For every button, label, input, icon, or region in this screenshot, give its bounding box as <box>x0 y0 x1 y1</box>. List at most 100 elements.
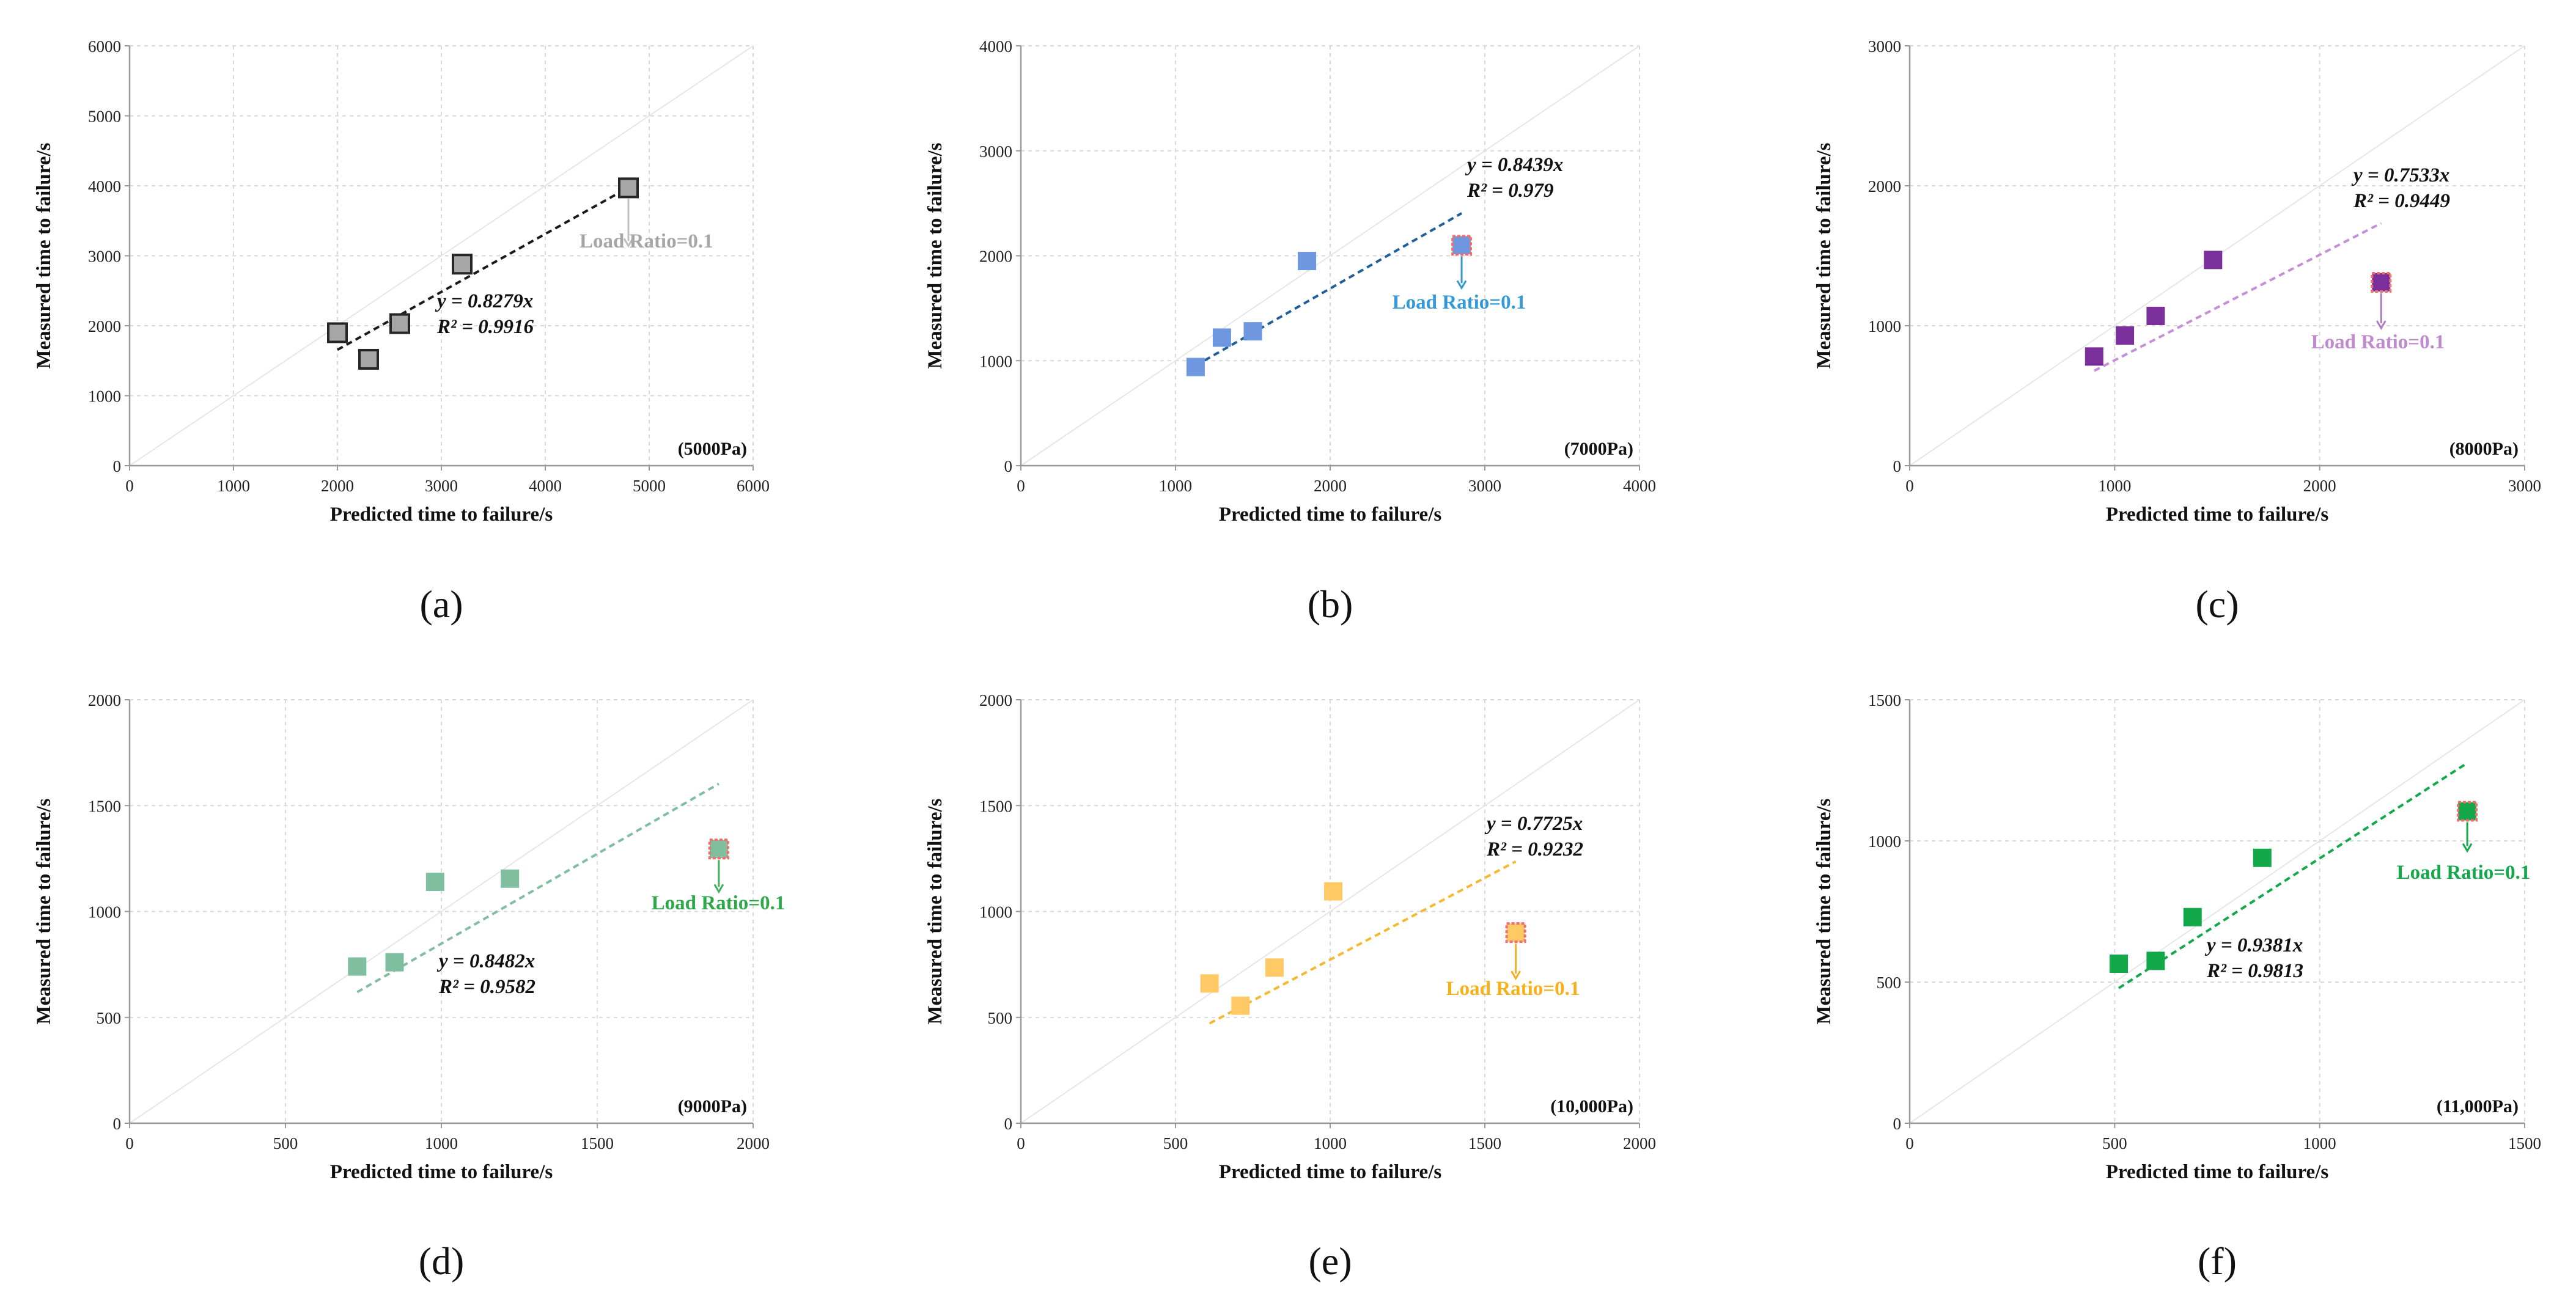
data-point <box>1186 358 1205 376</box>
y-tick-label: 0 <box>113 457 122 475</box>
data-point <box>385 953 404 972</box>
load-ratio-annotation: Load Ratio=0.1 <box>1446 978 1580 1000</box>
y-tick-label: 1000 <box>88 903 121 922</box>
arrow-head-icon <box>713 884 724 894</box>
data-point <box>1243 322 1262 341</box>
x-tick-label: 500 <box>273 1134 298 1153</box>
y-tick-label: 0 <box>1004 457 1013 475</box>
x-tick-label: 0 <box>125 477 134 495</box>
x-axis-title: Predicted time to failure/s <box>330 1161 553 1183</box>
panel-label: (f) <box>2198 1239 2237 1283</box>
y-tick-label: 1000 <box>1868 317 1901 336</box>
x-tick-label: 3000 <box>1468 477 1501 495</box>
pressure-tag: (10,000Pa) <box>1550 1096 1633 1116</box>
x-tick-label: 2000 <box>2303 477 2336 495</box>
x-tick-label: 2000 <box>321 477 354 495</box>
x-tick-label: 500 <box>2102 1134 2127 1153</box>
outlier-point <box>2457 801 2478 822</box>
x-tick-label: 500 <box>1163 1134 1188 1153</box>
data-point <box>2085 347 2103 366</box>
x-tick-label: 5000 <box>633 477 666 495</box>
y-tick-label: 1000 <box>979 352 1012 370</box>
y-axis-title: Measured time to failure/s <box>1813 798 1835 1024</box>
x-tick-label: 1500 <box>2508 1134 2541 1153</box>
y-tick-label: 2000 <box>88 691 121 710</box>
x-tick-label: 3000 <box>425 477 458 495</box>
y-tick-label: 1500 <box>1868 691 1901 710</box>
y-tick-label: 4000 <box>88 177 121 196</box>
x-tick-label: 1500 <box>1468 1134 1501 1153</box>
data-point <box>327 322 348 343</box>
y-tick-label: 5000 <box>88 108 121 126</box>
x-tick-label: 2000 <box>1623 1134 1656 1153</box>
y-tick-label: 0 <box>1893 1115 1902 1133</box>
x-tick-label: 2000 <box>1314 477 1347 495</box>
y-tick-label: 2000 <box>1868 177 1901 196</box>
data-point <box>358 348 379 370</box>
data-point <box>452 254 473 275</box>
data-point <box>501 869 520 888</box>
reference-line <box>1020 45 1640 466</box>
reference-line <box>1909 699 2525 1124</box>
data-point <box>2183 908 2202 926</box>
data-point <box>1298 252 1317 271</box>
outlier-point <box>1505 922 1526 944</box>
y-tick-label: 1000 <box>88 387 121 406</box>
fit-line <box>1209 860 1517 1025</box>
y-tick-label: 500 <box>988 1009 1013 1027</box>
arrow-head-icon <box>2375 320 2386 330</box>
pressure-tag: (5000Pa) <box>678 439 747 459</box>
chart-panel-a: 0 1000 2000 3000 4000 5000 6000 0 1000 2000 3000 40… <box>33 37 770 626</box>
outlier-point <box>708 838 729 860</box>
y-tick-label: 3000 <box>1868 37 1901 56</box>
x-tick-label: 6000 <box>737 477 770 495</box>
arrow-head-icon <box>1456 280 1467 290</box>
data-point <box>2146 952 2165 970</box>
data-point <box>2253 848 2272 867</box>
pressure-tag: (9000Pa) <box>678 1096 747 1116</box>
y-tick-label: 2000 <box>979 691 1012 710</box>
fit-equation: y = 0.8439x <box>1465 154 1563 176</box>
y-tick-label: 500 <box>97 1009 122 1027</box>
data-point <box>2204 251 2223 270</box>
fit-equation: y = 0.7533x <box>2351 164 2449 186</box>
fit-r-squared: R² = 0.9813 <box>2206 960 2303 982</box>
chart-panel-e: 0 500 1000 1500 2000 0 500 1000 1500 2000 Predicte… <box>924 691 1656 1283</box>
y-axis-title: Measured time to failure/s <box>33 142 55 369</box>
x-tick-label: 1000 <box>425 1134 458 1153</box>
chart-panel-d: 0 500 1000 1500 2000 0 500 1000 1500 2000 Predicte… <box>33 691 785 1283</box>
y-tick-label: 6000 <box>88 37 121 56</box>
chart-panel-b: 0 1000 2000 3000 4000 0 1000 2000 3000 4000 Predic… <box>924 37 1656 626</box>
data-point <box>425 872 444 891</box>
x-axis-title: Predicted time to failure/s <box>2106 1161 2329 1183</box>
y-tick-label: 3000 <box>979 142 1012 161</box>
y-tick-label: 2000 <box>979 248 1012 266</box>
fit-equation: y = 0.7725x <box>1484 813 1583 835</box>
data-point <box>2116 326 2135 345</box>
data-point <box>2146 306 2165 325</box>
data-point <box>2110 954 2129 973</box>
data-point <box>1200 974 1219 993</box>
x-tick-label: 1000 <box>2303 1134 2336 1153</box>
y-tick-label: 500 <box>1877 974 1902 992</box>
data-point <box>1212 328 1231 347</box>
x-tick-label: 0 <box>1905 1134 1914 1153</box>
y-axis-title: Measured time to failure/s <box>1813 142 1835 369</box>
chart-panel-c: 0 1000 2000 3000 0 1000 2000 3000 Predicted time… <box>1813 37 2541 626</box>
data-point <box>1231 996 1250 1015</box>
panel-label: (c) <box>2195 582 2239 626</box>
y-axis-title: Measured time to failure/s <box>33 798 55 1024</box>
x-tick-label: 1000 <box>2098 477 2131 495</box>
data-point <box>348 957 367 976</box>
fit-r-squared: R² = 0.9232 <box>1486 838 1583 860</box>
x-tick-label: 0 <box>125 1134 134 1153</box>
x-axis-title: Predicted time to failure/s <box>330 504 553 526</box>
load-ratio-annotation: Load Ratio=0.1 <box>652 892 786 914</box>
data-point <box>389 313 410 334</box>
x-tick-label: 0 <box>1017 1134 1025 1153</box>
chart-panel-f: 0 500 1000 1500 0 500 1000 1500 Predicted time t… <box>1813 691 2541 1283</box>
fit-line <box>2093 222 2382 372</box>
x-tick-label: 1000 <box>1159 477 1192 495</box>
x-tick-label: 0 <box>1017 477 1025 495</box>
